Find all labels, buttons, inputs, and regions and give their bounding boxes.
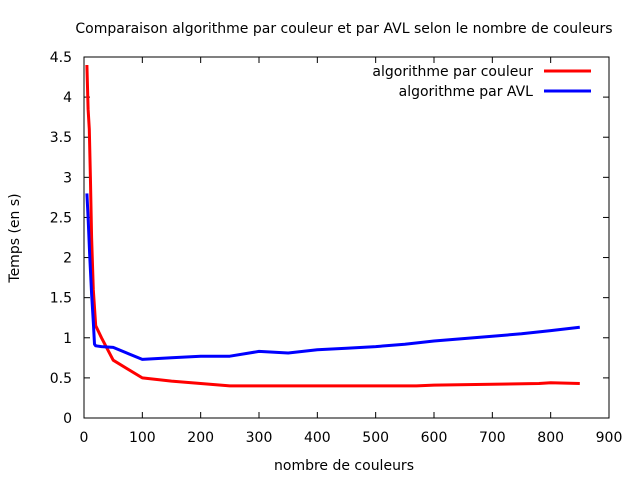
y-tick-label: 0.5: [50, 371, 72, 387]
y-tick-label: 2.5: [50, 210, 72, 226]
y-axis-ticks: 0 0.5 1 1.5 2 2.5 3 3.5 4 4.5: [50, 50, 609, 427]
y-tick-label: 0: [63, 411, 72, 427]
legend: algorithme par couleur algorithme par AVL: [372, 64, 591, 100]
plot-frame: [83, 56, 610, 419]
legend-label: algorithme par AVL: [399, 84, 534, 100]
y-tick-label: 4: [63, 90, 72, 106]
x-tick-label: 0: [80, 430, 89, 446]
x-axis-ticks: 0 100 200 300 400 500 600 700 800 900: [80, 57, 623, 446]
series-layer: [85, 64, 580, 388]
series-line-algorithme-par-avl: [85, 193, 580, 361]
series-line-algorithme-par-couleur: [85, 64, 580, 388]
x-tick-label: 200: [187, 430, 214, 446]
y-tick-label: 1.5: [50, 291, 72, 307]
x-tick-label: 800: [537, 430, 564, 446]
y-tick-label: 3.5: [50, 130, 72, 146]
x-tick-label: 500: [362, 430, 389, 446]
x-tick-label: 400: [304, 430, 331, 446]
legend-label: algorithme par couleur: [372, 64, 533, 80]
y-tick-label: 1: [63, 331, 72, 347]
x-tick-label: 900: [596, 430, 623, 446]
x-axis-label: nombre de couleurs: [274, 458, 414, 474]
y-tick-label: 4.5: [50, 50, 72, 66]
x-tick-label: 300: [246, 430, 273, 446]
x-tick-label: 700: [479, 430, 506, 446]
y-tick-label: 3: [63, 170, 72, 186]
chart-title: Comparaison algorithme par couleur et pa…: [75, 21, 612, 37]
x-tick-label: 600: [421, 430, 448, 446]
y-tick-label: 2: [63, 251, 72, 267]
y-axis-label: Temps (en s): [7, 193, 23, 283]
x-tick-label: 100: [129, 430, 156, 446]
